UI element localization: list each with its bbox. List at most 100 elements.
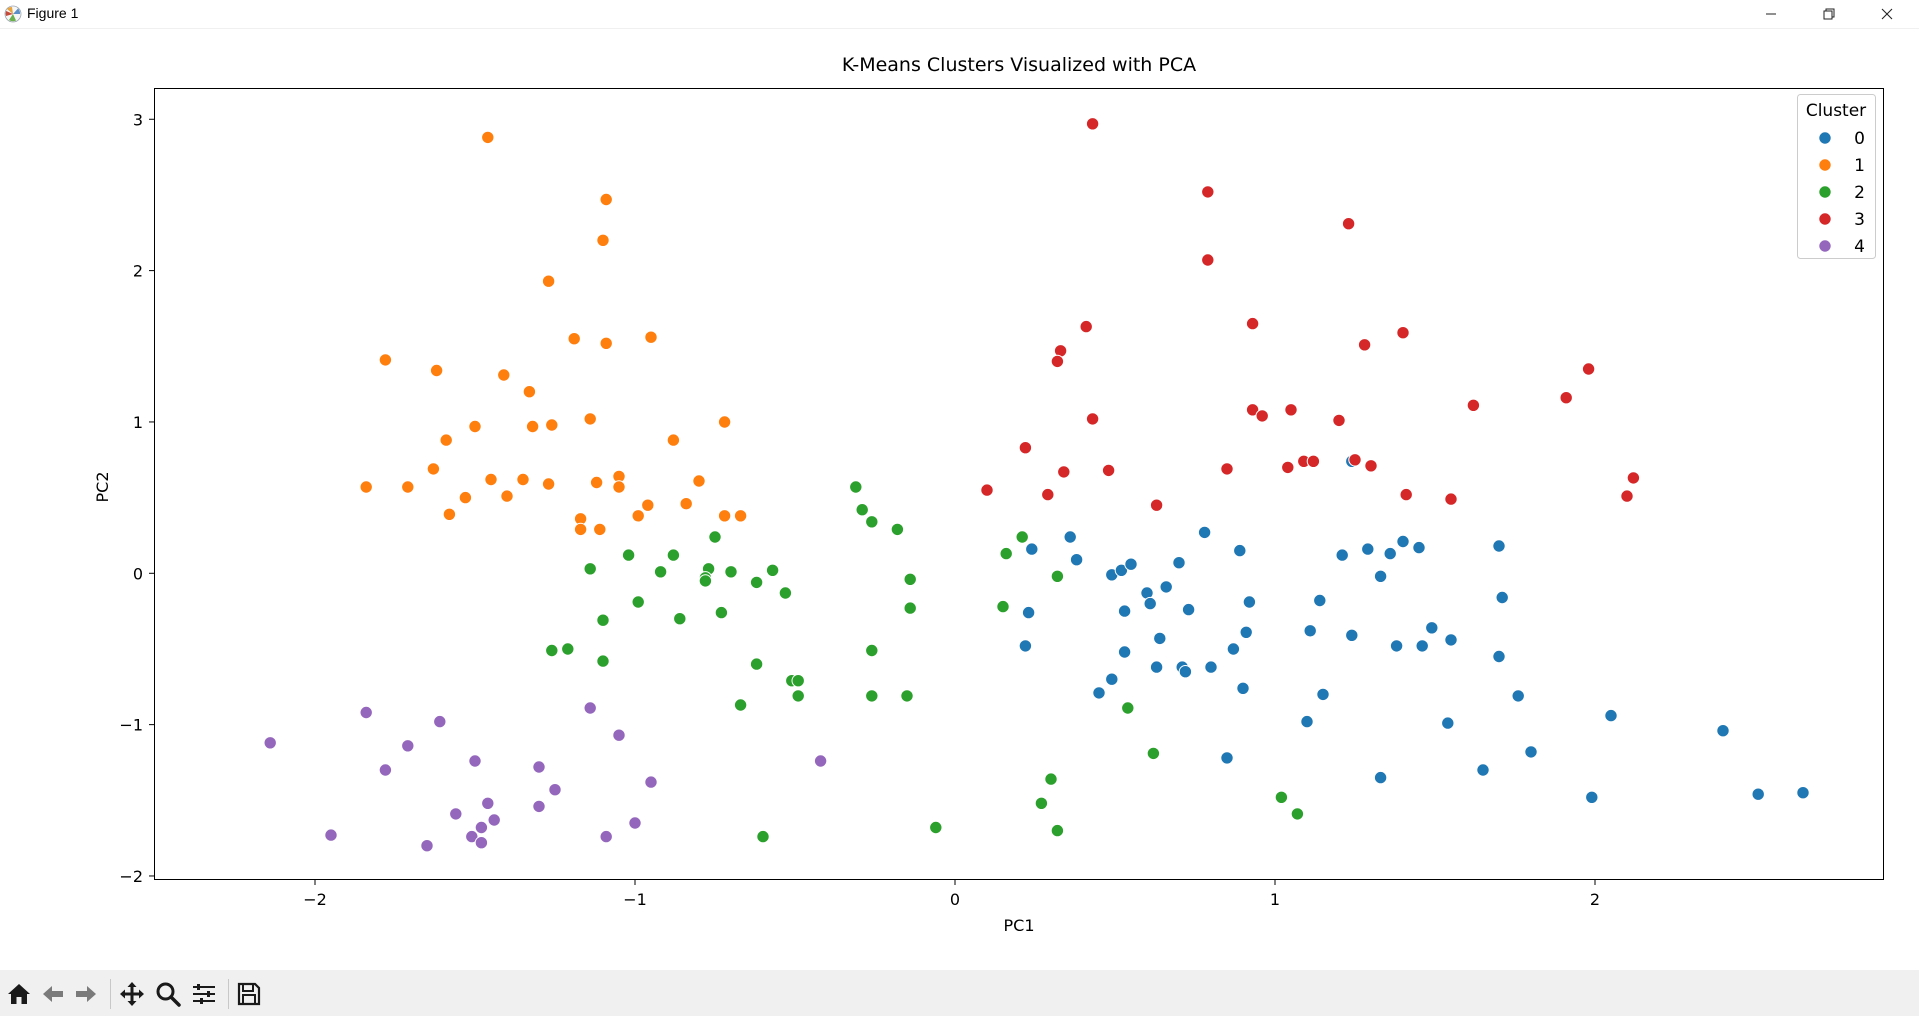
data-point-cluster-0 bbox=[1117, 604, 1132, 618]
data-point-cluster-4 bbox=[487, 813, 501, 827]
data-point-cluster-4 bbox=[465, 829, 479, 844]
data-point-cluster-0 bbox=[1143, 596, 1157, 611]
y-axis-label: PC2 bbox=[93, 472, 112, 503]
data-point-cluster-2 bbox=[666, 548, 681, 562]
data-point-cluster-0 bbox=[1313, 593, 1327, 608]
data-point-cluster-1 bbox=[641, 498, 655, 512]
data-point-cluster-0 bbox=[1204, 660, 1218, 674]
data-point-cluster-0 bbox=[1335, 548, 1349, 562]
data-point-cluster-1 bbox=[644, 330, 658, 344]
data-point-cluster-3 bbox=[1085, 412, 1100, 426]
data-point-cluster-4 bbox=[813, 754, 828, 768]
home-button[interactable] bbox=[3, 978, 35, 1010]
data-point-cluster-1 bbox=[545, 418, 559, 432]
data-point-cluster-4 bbox=[532, 799, 546, 814]
y-tick-label: 1 bbox=[133, 413, 143, 432]
data-point-cluster-1 bbox=[666, 433, 681, 447]
data-point-cluster-1 bbox=[378, 353, 393, 367]
data-point-cluster-0 bbox=[1412, 540, 1426, 555]
data-point-cluster-1 bbox=[439, 433, 453, 447]
data-point-cluster-4 bbox=[474, 820, 489, 835]
data-point-cluster-3 bbox=[1626, 471, 1641, 485]
legend-marker-cluster-3 bbox=[1818, 212, 1832, 226]
data-point-cluster-4 bbox=[433, 714, 447, 729]
data-point-cluster-3 bbox=[1255, 409, 1269, 423]
legend-marker-cluster-1 bbox=[1818, 158, 1832, 172]
data-point-cluster-4 bbox=[548, 783, 562, 797]
save-button[interactable] bbox=[233, 978, 265, 1010]
data-point-cluster-1 bbox=[573, 522, 588, 537]
data-point-cluster-1 bbox=[567, 332, 581, 346]
data-point-cluster-3 bbox=[1306, 454, 1321, 468]
close-button[interactable] bbox=[1858, 0, 1916, 28]
y-tick-label: 0 bbox=[133, 564, 143, 583]
restore-button[interactable] bbox=[1800, 0, 1858, 28]
data-point-cluster-3 bbox=[1050, 354, 1065, 369]
data-point-cluster-0 bbox=[1178, 665, 1193, 679]
data-point-cluster-1 bbox=[426, 462, 441, 476]
legend-marker-cluster-4 bbox=[1818, 239, 1832, 253]
data-point-cluster-2 bbox=[996, 599, 1010, 614]
y-tick-label: −1 bbox=[119, 716, 143, 735]
data-point-cluster-2 bbox=[733, 698, 748, 712]
data-point-cluster-0 bbox=[1716, 724, 1730, 738]
data-point-cluster-0 bbox=[1495, 590, 1509, 605]
zoom-button[interactable] bbox=[152, 978, 184, 1010]
data-point-cluster-0 bbox=[1373, 569, 1388, 583]
data-point-cluster-0 bbox=[1511, 689, 1525, 703]
data-point-cluster-2 bbox=[865, 689, 879, 703]
data-point-cluster-2 bbox=[849, 480, 863, 494]
legend-label-cluster-2: 2 bbox=[1854, 183, 1865, 203]
data-point-cluster-1 bbox=[497, 368, 511, 382]
data-point-cluster-2 bbox=[673, 612, 687, 626]
data-point-cluster-1 bbox=[442, 507, 457, 521]
x-tick-label: 0 bbox=[950, 890, 960, 909]
data-point-cluster-3 bbox=[1220, 462, 1234, 476]
data-point-cluster-3 bbox=[1057, 465, 1071, 479]
data-point-cluster-0 bbox=[1604, 708, 1618, 723]
data-point-cluster-1 bbox=[500, 489, 514, 503]
legend-box bbox=[1797, 94, 1876, 259]
data-point-cluster-2 bbox=[778, 586, 793, 600]
data-point-cluster-2 bbox=[890, 522, 905, 537]
data-point-cluster-1 bbox=[458, 490, 473, 505]
data-point-cluster-4 bbox=[583, 701, 597, 715]
configure-subplots-icon bbox=[193, 984, 215, 1004]
chart-title: K-Means Clusters Visualized with PCA bbox=[842, 54, 1196, 76]
data-point-cluster-0 bbox=[1441, 716, 1455, 730]
y-tick-label: −2 bbox=[119, 867, 143, 886]
data-point-cluster-3 bbox=[1396, 326, 1410, 340]
data-point-cluster-0 bbox=[1063, 530, 1077, 544]
data-point-cluster-0 bbox=[1425, 621, 1439, 635]
data-point-cluster-2 bbox=[724, 565, 738, 579]
data-point-cluster-0 bbox=[1181, 602, 1196, 617]
data-point-cluster-0 bbox=[1069, 553, 1084, 567]
data-point-cluster-1 bbox=[679, 497, 693, 511]
data-point-cluster-2 bbox=[698, 574, 713, 588]
data-point-cluster-3 bbox=[1357, 338, 1372, 352]
data-point-cluster-0 bbox=[1300, 714, 1314, 729]
data-point-cluster-0 bbox=[1236, 681, 1250, 695]
data-point-cluster-2 bbox=[900, 689, 914, 703]
zoom-icon bbox=[156, 982, 181, 1007]
back-button[interactable] bbox=[37, 978, 69, 1010]
data-point-cluster-0 bbox=[1492, 539, 1506, 553]
minimize-button[interactable] bbox=[1742, 0, 1800, 28]
data-point-cluster-1 bbox=[429, 363, 444, 378]
forward-button[interactable] bbox=[70, 978, 102, 1010]
legend-marker-cluster-0 bbox=[1818, 131, 1832, 145]
window-title: Figure 1 bbox=[27, 5, 79, 21]
pan-button[interactable] bbox=[116, 978, 148, 1010]
data-point-cluster-2 bbox=[855, 503, 869, 517]
toolbar-separator bbox=[110, 979, 111, 1009]
data-point-cluster-3 bbox=[1399, 487, 1413, 502]
data-point-cluster-0 bbox=[1585, 790, 1599, 804]
data-point-cluster-4 bbox=[263, 736, 277, 750]
data-point-cluster-0 bbox=[1018, 639, 1033, 653]
configure-subplots-button[interactable] bbox=[188, 978, 220, 1010]
data-point-cluster-3 bbox=[1041, 487, 1055, 502]
data-point-cluster-4 bbox=[599, 829, 613, 844]
data-point-cluster-0 bbox=[1242, 595, 1257, 609]
x-tick-label: 2 bbox=[1590, 890, 1600, 909]
window-titlebar: Figure 1 bbox=[0, 0, 1919, 29]
